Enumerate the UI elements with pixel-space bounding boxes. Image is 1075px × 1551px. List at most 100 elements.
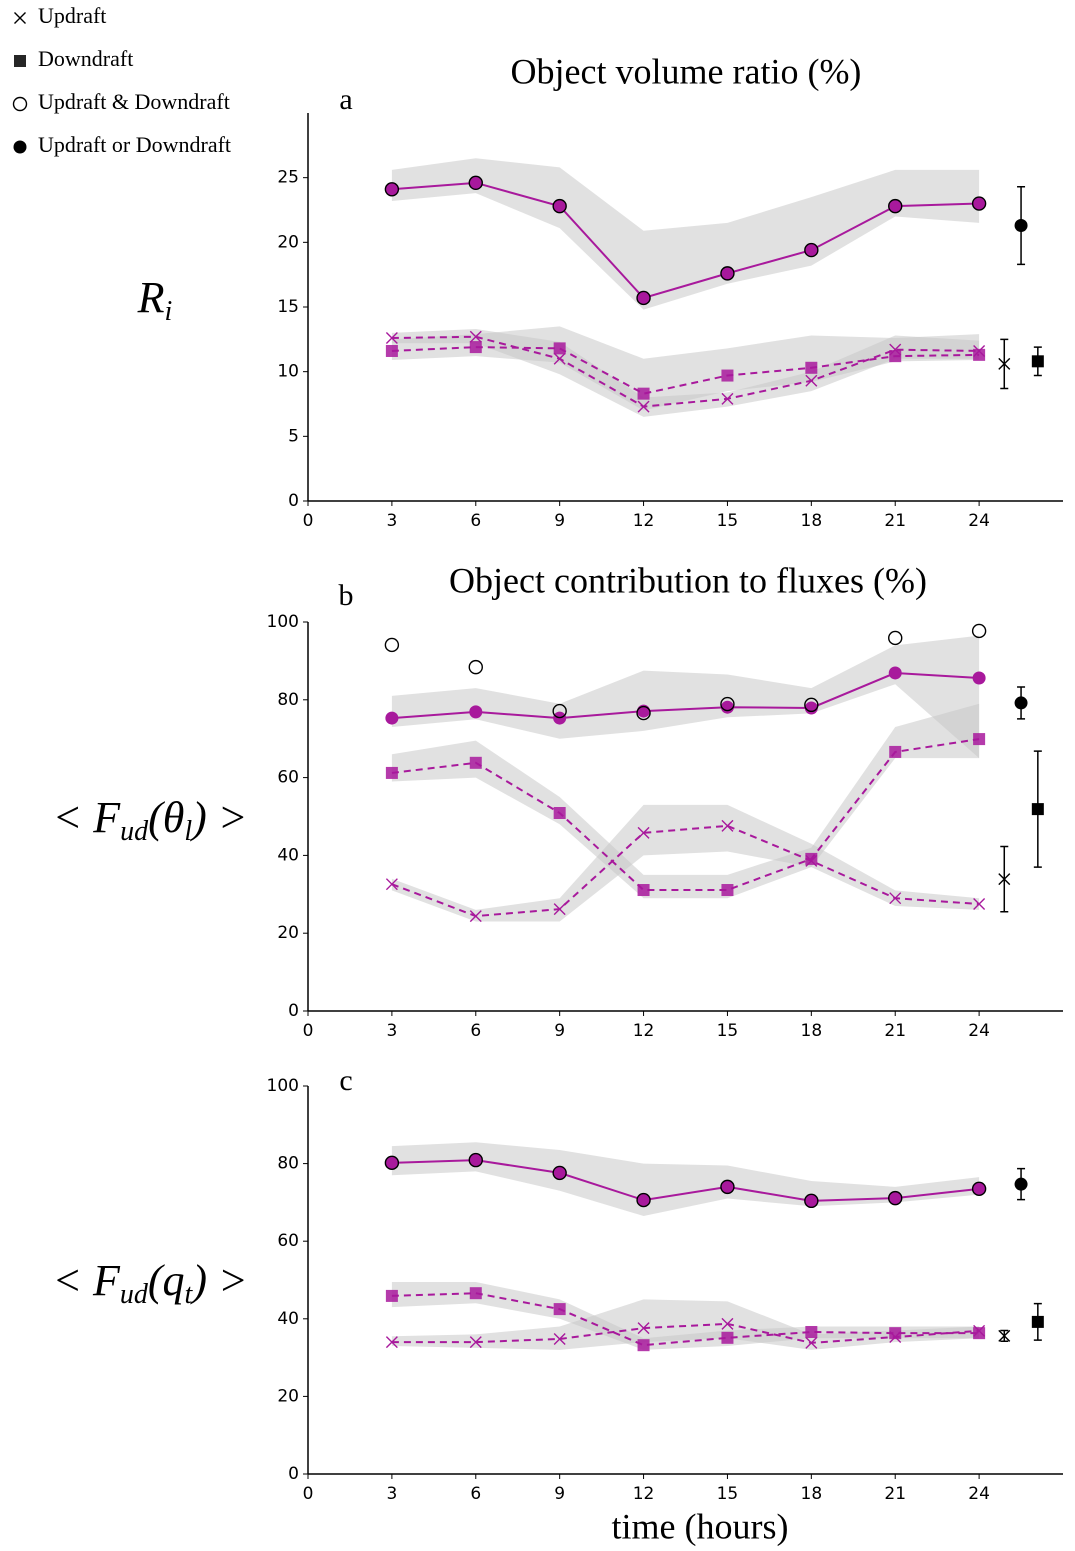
square-marker <box>973 348 986 361</box>
series-line <box>391 346 980 395</box>
open-circle-marker <box>971 623 987 639</box>
y-label-part: ) > <box>189 1256 247 1305</box>
legend-label: Updraft or Downdraft <box>38 132 231 157</box>
series-line <box>391 824 980 918</box>
open-circle-marker <box>971 196 987 211</box>
square-marker <box>805 852 818 865</box>
open-circle-marker <box>720 266 735 281</box>
x-tick-label: 0 <box>303 1484 314 1504</box>
x-marker <box>385 878 398 891</box>
y-label-part: < F <box>52 1256 121 1305</box>
x-marker <box>469 1336 482 1349</box>
circle-marker <box>1014 1177 1028 1191</box>
y-tick-label: 0 <box>288 1464 299 1484</box>
x-tick-label: 3 <box>386 1021 397 1041</box>
square-marker <box>385 1289 398 1302</box>
x-marker <box>469 330 482 343</box>
x-marker <box>385 332 398 345</box>
square-marker <box>1031 803 1044 816</box>
circle-marker <box>804 243 818 257</box>
circle-marker <box>1014 696 1028 710</box>
open-circle-marker <box>636 1192 651 1208</box>
square-marker <box>721 369 734 382</box>
y-axis-label: Ri <box>137 273 173 327</box>
y-label-part: ) > <box>189 793 247 842</box>
open-circle-marker <box>384 182 400 197</box>
circle-marker <box>804 1194 818 1208</box>
circle-marker <box>720 266 734 280</box>
circle-marker <box>888 666 902 680</box>
square-marker <box>889 350 902 363</box>
open-circle-marker <box>971 1181 987 1197</box>
square-marker <box>721 884 734 897</box>
x-tick-label: 9 <box>554 511 565 531</box>
legend-marker <box>14 12 26 24</box>
y-axis-label: < Fud(θl) > <box>53 793 248 847</box>
open-circle-marker <box>552 198 567 214</box>
x-tick-label: 12 <box>633 511 655 531</box>
y-label-subscript: ud <box>120 1279 149 1310</box>
range-band <box>391 703 980 899</box>
x-tick-label: 24 <box>968 511 990 531</box>
open-circle-marker <box>804 242 819 258</box>
x-marker <box>998 873 1011 886</box>
y-label-subscript: i <box>165 296 173 327</box>
square-marker <box>973 733 986 746</box>
x-marker <box>637 1322 650 1335</box>
x-marker <box>889 892 902 905</box>
y-tick-label: 100 <box>267 1076 299 1096</box>
x-marker <box>553 352 566 365</box>
square-marker <box>385 766 398 779</box>
x-tick-label: 6 <box>470 1484 481 1504</box>
square-marker <box>385 344 398 357</box>
y-tick-label: 80 <box>277 690 299 710</box>
circle-marker <box>888 199 902 213</box>
square-marker <box>469 341 482 354</box>
x-tick-label: 18 <box>801 1484 823 1504</box>
x-tick-label: 12 <box>633 1021 655 1041</box>
square-marker <box>973 1327 986 1340</box>
y-tick-label: 20 <box>277 232 299 252</box>
circle-marker <box>385 711 399 725</box>
y-tick-label: 60 <box>277 1231 299 1251</box>
circle-marker <box>972 197 986 211</box>
square-marker <box>637 387 650 400</box>
open-circle-marker <box>720 1179 735 1195</box>
x-marker <box>973 898 986 911</box>
series-line <box>391 181 980 300</box>
open-circle-marker <box>636 705 651 721</box>
open-circle-marker <box>888 198 903 214</box>
square-marker <box>553 342 566 355</box>
y-tick-label: 40 <box>277 1309 299 1329</box>
x-marker <box>553 1332 566 1345</box>
open-circle-marker <box>384 637 400 653</box>
open-circle-marker <box>804 697 819 713</box>
x-tick-label: 15 <box>717 1484 739 1504</box>
y-label-subscript: ud <box>120 816 149 847</box>
x-tick-label: 6 <box>470 511 481 531</box>
square-marker <box>889 1327 902 1340</box>
square-marker <box>805 361 818 374</box>
x-tick-label: 21 <box>884 1484 906 1504</box>
x-marker <box>469 910 482 923</box>
panel-letter: c <box>339 1064 352 1097</box>
x-marker <box>637 826 650 839</box>
x-marker <box>721 819 734 832</box>
circle-marker <box>385 1156 399 1170</box>
x-marker <box>998 1329 1011 1342</box>
x-tick-label: 9 <box>554 1021 565 1041</box>
range-band <box>391 158 980 310</box>
x-marker <box>553 903 566 916</box>
x-axis-label: time (hours) <box>612 1506 789 1546</box>
x-tick-label: 0 <box>303 511 314 531</box>
legend-label: Downdraft <box>38 46 133 71</box>
circle-marker <box>804 701 818 715</box>
y-label-subscript: l <box>184 816 192 847</box>
square-marker <box>637 1339 650 1352</box>
y-label-part: (θ <box>148 793 184 842</box>
y-axis-label: < Fud(qt) > <box>52 1256 247 1310</box>
y-tick-label: 80 <box>277 1154 299 1174</box>
circle-marker <box>637 1193 651 1207</box>
y-tick-label: 40 <box>277 845 299 865</box>
